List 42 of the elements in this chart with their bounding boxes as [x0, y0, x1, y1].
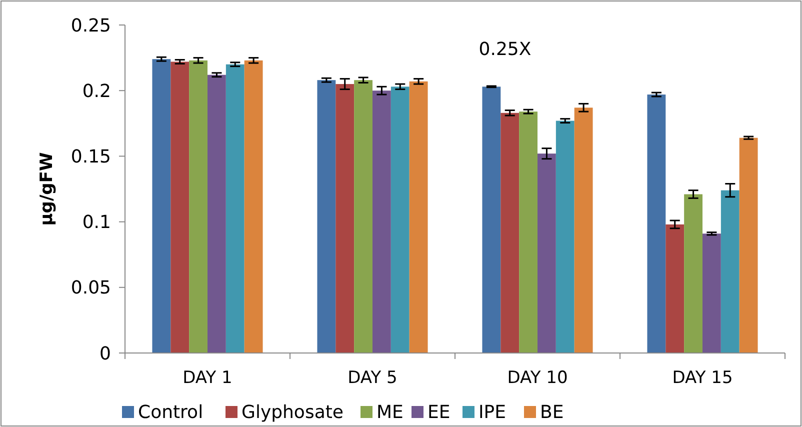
y-tick-label: 0.05 — [70, 278, 111, 299]
bar — [354, 80, 372, 353]
bar — [739, 138, 758, 353]
x-tick-label: DAY 15 — [672, 368, 733, 388]
legend-label: BE — [540, 402, 564, 423]
legend-label: EE — [428, 402, 450, 423]
bar — [390, 86, 410, 353]
y-tick-label: 0.15 — [70, 146, 111, 168]
bar — [409, 81, 428, 353]
bar — [519, 112, 538, 353]
bar — [538, 154, 556, 353]
bar — [702, 234, 721, 353]
bar — [317, 80, 336, 353]
x-tick-label: DAY 5 — [348, 368, 398, 388]
bar — [482, 86, 501, 353]
y-tick-label: 0 — [100, 343, 111, 364]
bar — [244, 60, 263, 353]
x-tick-label: DAY 1 — [182, 368, 232, 388]
legend-label: Glyphosate — [242, 402, 344, 423]
legend-label: IPE — [478, 402, 506, 423]
bar — [189, 60, 208, 353]
y-tick-label: 0.1 — [82, 212, 111, 234]
legend-label: Control — [138, 402, 204, 423]
bar — [666, 224, 684, 353]
bar — [372, 90, 391, 353]
bar — [152, 59, 171, 353]
bar — [208, 74, 226, 353]
bar — [170, 62, 190, 353]
bar — [574, 108, 593, 353]
y-tick-label: 0.2 — [82, 80, 111, 102]
bar — [556, 120, 574, 353]
y-tick-label: 0.25 — [70, 15, 111, 36]
y-axis-title: µg/gFW — [37, 152, 57, 226]
bar — [684, 194, 702, 353]
bar — [336, 84, 354, 353]
x-tick-label: DAY 10 — [507, 368, 568, 388]
bar — [720, 190, 740, 353]
bar — [647, 94, 666, 353]
bar — [500, 112, 520, 353]
legend-label: ME — [376, 402, 404, 423]
text: 0.25X — [478, 39, 532, 60]
bar — [226, 64, 244, 353]
